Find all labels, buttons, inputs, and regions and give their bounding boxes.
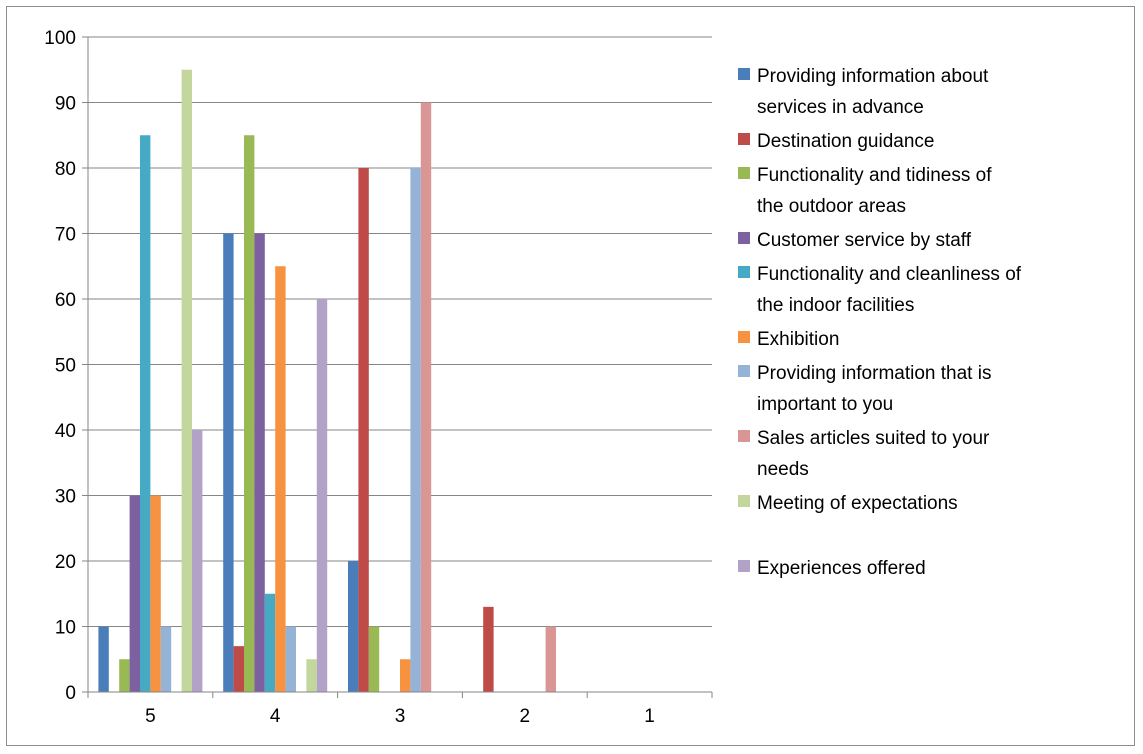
legend-label: needs bbox=[757, 459, 809, 480]
legend-swatch bbox=[738, 266, 750, 278]
legend-swatch bbox=[738, 430, 750, 442]
legend-swatch bbox=[738, 560, 750, 572]
bar bbox=[358, 168, 369, 692]
bar bbox=[400, 659, 411, 692]
y-tick-label: 100 bbox=[44, 28, 76, 49]
bar bbox=[140, 135, 151, 692]
legend-label: Providing information that is bbox=[757, 363, 991, 384]
legend-label: the outdoor areas bbox=[757, 196, 906, 217]
legend-label: Providing information about bbox=[757, 66, 989, 87]
x-tick-label: 3 bbox=[395, 706, 406, 727]
bar bbox=[233, 646, 244, 692]
legend-label: services in advance bbox=[757, 97, 924, 118]
legend: Providing information about services in a… bbox=[738, 66, 1022, 579]
bar bbox=[181, 69, 192, 692]
legend-label: Sales articles suited to your bbox=[757, 428, 990, 449]
x-tick-label: 2 bbox=[520, 706, 531, 727]
y-tick-label: 90 bbox=[55, 94, 76, 115]
legend-label: the indoor facilities bbox=[757, 295, 914, 316]
legend-label: Exhibition bbox=[757, 329, 839, 350]
bar bbox=[98, 626, 109, 692]
bar bbox=[483, 606, 494, 692]
legend-swatch bbox=[738, 365, 750, 377]
legend-swatch bbox=[738, 495, 750, 507]
x-tick-labels: 5 4 3 2 1 bbox=[145, 706, 655, 727]
x-tick-label: 5 bbox=[145, 706, 156, 727]
y-tick-label: 20 bbox=[55, 552, 76, 573]
bar bbox=[316, 299, 328, 692]
bar bbox=[244, 135, 255, 692]
legend-swatch bbox=[738, 232, 750, 244]
bar bbox=[285, 626, 296, 692]
bar bbox=[254, 233, 265, 692]
y-tick-label: 70 bbox=[55, 225, 76, 246]
bar bbox=[192, 430, 203, 692]
bar bbox=[348, 561, 359, 692]
legend-label: Functionality and tidiness of bbox=[757, 165, 992, 186]
y-tick-label: 60 bbox=[55, 290, 76, 311]
legend-label: important to you bbox=[757, 394, 893, 415]
bars bbox=[98, 69, 556, 692]
x-tick-label: 1 bbox=[644, 706, 655, 727]
legend-swatch bbox=[738, 68, 750, 80]
y-tick-label: 40 bbox=[55, 421, 76, 442]
legend-label: Functionality and cleanliness of bbox=[757, 264, 1022, 285]
legend-swatch bbox=[738, 133, 750, 145]
bar bbox=[223, 233, 234, 692]
bar bbox=[129, 495, 140, 692]
bar bbox=[160, 626, 172, 692]
axes bbox=[82, 36, 713, 698]
bar bbox=[410, 168, 421, 692]
y-tick-labels: 0 10 20 30 40 50 60 70 80 90 100 bbox=[44, 28, 76, 704]
y-tick-label: 80 bbox=[55, 159, 76, 180]
bar bbox=[420, 102, 432, 692]
x-tick-label: 4 bbox=[270, 706, 281, 727]
y-tick-label: 30 bbox=[55, 487, 76, 508]
bar bbox=[545, 626, 556, 692]
bar bbox=[264, 593, 276, 692]
bar bbox=[306, 659, 317, 692]
bar bbox=[368, 626, 380, 692]
legend-label: Experiences offered bbox=[757, 558, 926, 579]
legend-swatch bbox=[738, 331, 750, 343]
bar bbox=[275, 266, 286, 692]
legend-label: Meeting of expectations bbox=[757, 493, 958, 514]
legend-swatch bbox=[738, 167, 750, 179]
y-tick-label: 0 bbox=[65, 683, 76, 704]
y-tick-label: 50 bbox=[55, 356, 76, 377]
bar bbox=[150, 495, 161, 692]
bar bbox=[119, 659, 130, 692]
legend-label: Destination guidance bbox=[757, 131, 934, 152]
legend-label: Customer service by staff bbox=[757, 230, 972, 251]
y-tick-label: 10 bbox=[55, 618, 76, 639]
